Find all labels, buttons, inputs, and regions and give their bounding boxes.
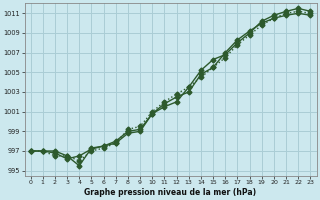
X-axis label: Graphe pression niveau de la mer (hPa): Graphe pression niveau de la mer (hPa) <box>84 188 257 197</box>
